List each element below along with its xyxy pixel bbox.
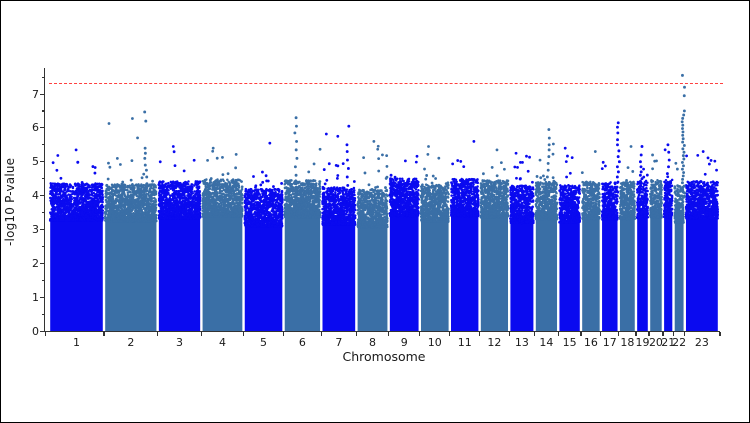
y-minor-tick [41, 110, 44, 112]
x-boundary-tick [557, 332, 559, 336]
x-axis-spine [44, 331, 720, 333]
y-major-tick [40, 127, 44, 129]
x-tick-label-chr-9: 9 [400, 336, 408, 349]
x-boundary-tick [718, 332, 720, 336]
y-minor-tick [41, 245, 44, 247]
x-tick-label-chr-1: 1 [72, 336, 80, 349]
x-boundary-tick [479, 332, 481, 336]
x-boundary-tick [719, 332, 721, 336]
y-minor-tick [41, 144, 44, 146]
x-boundary-tick [673, 332, 675, 336]
y-minor-tick [41, 76, 44, 78]
x-boundary-tick [283, 332, 285, 336]
x-tick-label-chr-23: 23 [694, 336, 709, 349]
x-boundary-tick [320, 332, 322, 336]
x-tick-label-chr-13: 13 [514, 336, 529, 349]
y-axis-spine [44, 68, 46, 331]
x-tick-label-chr-16: 16 [583, 336, 598, 349]
x-tick-label-chr-8: 8 [369, 336, 377, 349]
x-tick-label-chr-7: 7 [335, 336, 343, 349]
x-boundary-tick [534, 332, 536, 336]
x-tick-label-chr-10: 10 [427, 336, 442, 349]
x-boundary-tick [580, 332, 582, 336]
x-axis-title: Chromosome [342, 349, 426, 364]
y-major-tick [40, 228, 44, 231]
y-major-tick [40, 161, 44, 163]
x-tick-label-chr-21: 21 [661, 336, 676, 349]
y-major-tick [40, 262, 44, 264]
x-tick-label-chr-11: 11 [457, 336, 472, 349]
y-major-tick [40, 296, 44, 298]
significance-threshold-line [49, 83, 723, 84]
x-tick-label-chr-3: 3 [176, 336, 183, 349]
x-boundary-tick [103, 332, 105, 336]
x-boundary-tick [419, 332, 421, 336]
x-boundary-tick [200, 332, 202, 336]
y-tick-label: 3 [32, 222, 39, 236]
x-tick-label-chr-18: 18 [620, 336, 635, 349]
x-boundary-tick [662, 332, 664, 336]
x-boundary-tick [157, 332, 159, 336]
x-tick-label-chr-2: 2 [127, 336, 135, 349]
x-tick-label-chr-14: 14 [539, 336, 554, 349]
y-tick-label: 5 [32, 155, 39, 169]
x-tick-label-chr-12: 12 [487, 336, 502, 349]
x-boundary-tick [388, 332, 390, 336]
x-tick-label-chr-19: 19 [635, 336, 650, 349]
x-boundary-tick [44, 332, 46, 336]
y-tick-label: 6 [32, 121, 39, 135]
x-tick-label-chr-6: 6 [298, 336, 306, 349]
x-tick-label-chr-4: 4 [218, 336, 226, 349]
y-minor-tick [41, 212, 44, 214]
x-tick-label-chr-20: 20 [648, 336, 663, 349]
y-minor-tick [41, 313, 44, 315]
y-axis-title: -log10 P-value [3, 157, 17, 246]
x-boundary-tick [508, 332, 510, 336]
x-boundary-tick [684, 332, 686, 336]
y-major-tick [40, 330, 44, 332]
x-boundary-tick [635, 332, 637, 336]
y-tick-label: 0 [32, 324, 39, 338]
y-minor-tick [41, 279, 44, 281]
y-tick-label: 7 [32, 87, 39, 101]
x-tick-label-chr-5: 5 [260, 336, 268, 349]
x-boundary-tick [648, 332, 650, 336]
y-tick-label: 4 [32, 189, 39, 203]
x-boundary-tick [243, 332, 245, 336]
y-tick-label: 2 [32, 256, 39, 270]
y-major-tick [40, 93, 44, 95]
y-tick-label: 1 [32, 290, 39, 304]
x-boundary-tick [355, 332, 357, 336]
x-tick-label-chr-22: 22 [672, 336, 687, 349]
y-minor-tick [41, 178, 44, 180]
x-boundary-tick [600, 332, 602, 336]
x-boundary-tick [618, 332, 620, 336]
x-tick-label-chr-17: 17 [602, 336, 617, 349]
x-boundary-tick [449, 332, 451, 336]
y-major-tick [40, 195, 44, 197]
x-tick-label-chr-15: 15 [562, 336, 577, 349]
